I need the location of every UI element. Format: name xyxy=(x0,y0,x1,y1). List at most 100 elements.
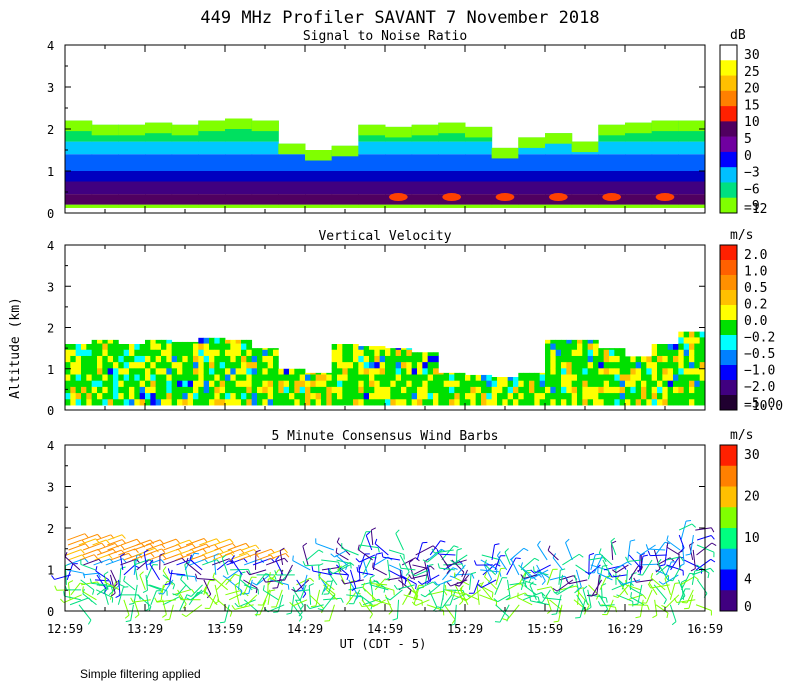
vv-cell xyxy=(155,343,162,350)
vv-cell xyxy=(134,398,141,406)
wind-barb xyxy=(81,533,98,541)
wind-barb xyxy=(267,552,286,561)
vv-cell xyxy=(294,368,301,375)
vv-cell xyxy=(625,356,631,363)
wind-barb-flag xyxy=(551,613,557,616)
vv-cell xyxy=(102,355,109,363)
wind-barb xyxy=(372,553,377,571)
vv-cell xyxy=(678,349,685,356)
vv-cell xyxy=(571,398,578,406)
wind-barb xyxy=(225,548,241,556)
wind-barb xyxy=(384,594,393,612)
vv-cell xyxy=(118,386,125,394)
vv-cell xyxy=(155,355,162,363)
vv-cell xyxy=(523,374,530,381)
colorbar-label: 20 xyxy=(744,82,760,97)
snr-cell xyxy=(358,181,386,195)
colorbar: 2.01.00.50.20.0−0.2−0.5−1.0−2.0−5.0−10.0… xyxy=(719,228,783,414)
wind-barb xyxy=(497,594,511,603)
snr-cell xyxy=(625,194,653,205)
wind-barb-flag xyxy=(369,579,371,585)
snr-cell xyxy=(651,171,679,182)
wind-barb-flag xyxy=(298,612,303,617)
vv-cell xyxy=(657,355,663,363)
wind-barb xyxy=(411,574,427,580)
wind-barb-flag xyxy=(476,582,482,586)
vv-cell xyxy=(203,380,210,387)
wind-barb xyxy=(149,563,161,581)
wind-barb xyxy=(328,579,334,594)
vv-cell xyxy=(694,331,701,338)
vv-cell xyxy=(81,367,87,375)
wind-barb xyxy=(189,558,206,566)
snr-cell xyxy=(145,204,173,208)
wind-barb xyxy=(190,584,203,597)
vv-cell xyxy=(539,398,546,406)
snr-cell xyxy=(438,122,466,134)
snr-cell xyxy=(438,181,466,195)
vv-cell xyxy=(139,398,146,406)
wind-barb xyxy=(509,582,525,586)
vv-cell xyxy=(246,343,253,350)
wind-barb xyxy=(216,560,230,571)
vv-cell xyxy=(662,398,669,406)
wind-barb xyxy=(695,558,712,571)
wind-barb-flag xyxy=(471,573,475,579)
vv-cell xyxy=(518,398,525,406)
wind-barb xyxy=(315,542,335,551)
wind-barb xyxy=(315,589,321,607)
wind-barb-flag xyxy=(657,558,662,564)
wind-barb-flag xyxy=(255,588,258,594)
vv-cell xyxy=(187,392,194,400)
wind-barb-flag xyxy=(143,549,149,553)
vv-cell xyxy=(571,339,578,344)
vv-cell xyxy=(81,392,87,400)
vv-cell xyxy=(118,349,125,356)
wind-barb xyxy=(565,542,573,561)
wind-barb xyxy=(243,584,259,590)
vv-cell xyxy=(299,380,306,387)
vv-cell xyxy=(683,331,690,338)
vv-cell xyxy=(257,349,263,356)
wind-barb-flag xyxy=(284,557,289,563)
wind-barb-flag xyxy=(80,549,85,554)
vv-cell xyxy=(593,361,599,369)
vv-cell xyxy=(139,349,146,356)
wind-barb xyxy=(139,574,146,591)
wind-barb xyxy=(225,573,236,586)
vv-cell xyxy=(694,361,701,369)
vv-cell xyxy=(555,355,562,363)
wind-barb xyxy=(64,565,67,585)
wind-barb xyxy=(293,589,304,606)
wind-barb-flag xyxy=(392,618,398,621)
wind-barb xyxy=(120,538,138,546)
vv-cell xyxy=(673,344,679,350)
wind-barb xyxy=(169,604,174,620)
wind-barb xyxy=(479,594,497,602)
vv-cell xyxy=(566,380,573,387)
vv-cell xyxy=(65,344,71,350)
wind-barb xyxy=(267,590,271,605)
wind-barb-flag xyxy=(528,577,532,583)
vv-cell xyxy=(422,374,429,381)
wind-barb-flag xyxy=(408,574,412,579)
vv-cell xyxy=(219,367,226,375)
vv-cell xyxy=(683,380,690,387)
wind-barb-flag xyxy=(234,582,240,586)
wind-barb xyxy=(68,543,86,551)
colorbar-swatch xyxy=(720,507,737,529)
wind-barb-flag xyxy=(552,587,558,592)
vv-cell xyxy=(299,368,306,375)
vv-cell xyxy=(689,398,695,406)
vv-cell xyxy=(358,361,365,369)
wind-barb xyxy=(97,542,116,551)
wind-barb-flag xyxy=(341,579,345,585)
wind-barb xyxy=(454,554,468,564)
snr-cell xyxy=(625,141,653,155)
colorbar-swatch xyxy=(720,528,737,550)
wind-barb xyxy=(199,544,215,551)
wind-barb-flag xyxy=(453,545,459,548)
vv-cell xyxy=(123,386,130,394)
wind-barb xyxy=(664,578,672,595)
wind-barb xyxy=(262,589,271,606)
